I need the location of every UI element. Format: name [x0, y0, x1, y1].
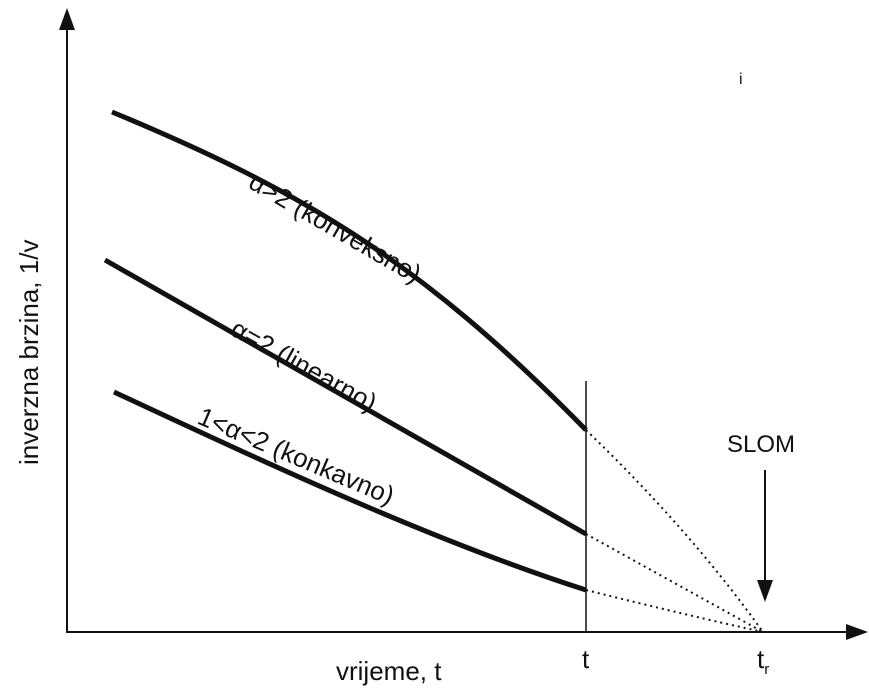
x-axis-label: vrijeme, t	[336, 656, 442, 686]
tick-label-tr: tr	[757, 644, 769, 678]
curve-linear-label: α=2 (linearno)	[226, 313, 382, 418]
y-axis-arrowhead	[59, 8, 75, 30]
curve-concave-extrapolation	[585, 589, 764, 633]
curve-linear-extrapolation	[585, 533, 764, 633]
curve-linear	[103, 257, 588, 537]
curve-convex	[111, 109, 588, 432]
tick-label-tr-main: t	[757, 644, 765, 674]
tick-label-tr-sub: r	[764, 661, 769, 678]
curve-concave-label: 1<α<2 (konkavno)	[194, 401, 399, 511]
curve-convex-label: α>2 (konveksno)	[244, 166, 427, 289]
y-axis-label: inverzna brzina, 1/v	[14, 240, 44, 465]
failure-arrowhead	[757, 580, 773, 602]
failure-label: SLOM	[727, 431, 795, 458]
curve-convex-extrapolation	[585, 429, 764, 633]
curve-concave	[112, 389, 587, 593]
tick-label-t: t	[582, 644, 590, 674]
x-axis-arrowhead	[846, 624, 868, 640]
stray-mark: i	[739, 71, 743, 88]
